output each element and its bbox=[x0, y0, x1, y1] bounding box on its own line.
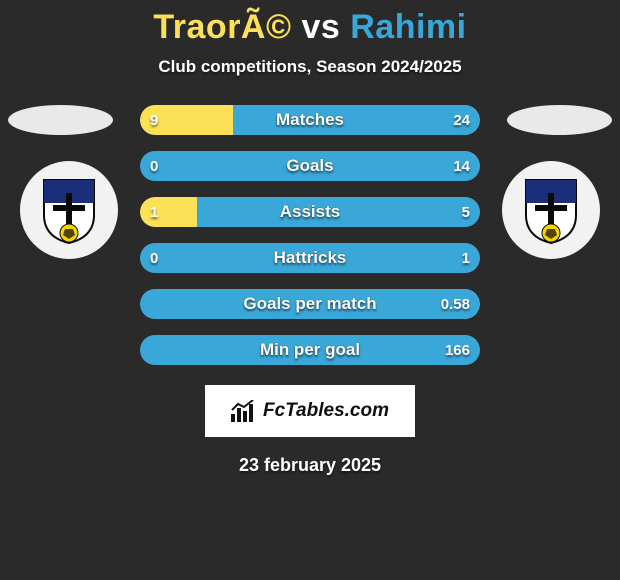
stat-fill-right bbox=[140, 243, 480, 273]
club-crest-icon bbox=[521, 175, 581, 245]
stat-fill-right bbox=[140, 289, 480, 319]
stat-row: Goals per match0.58 bbox=[140, 289, 480, 319]
stat-fill-right bbox=[197, 197, 480, 227]
right-ellipse bbox=[507, 105, 612, 135]
stat-fill-left bbox=[140, 105, 233, 135]
brand-box: FcTables.com bbox=[205, 385, 415, 437]
player2-name: Rahimi bbox=[350, 8, 466, 46]
stat-row: Min per goal166 bbox=[140, 335, 480, 365]
club-crest-icon bbox=[39, 175, 99, 245]
stat-row: Goals014 bbox=[140, 151, 480, 181]
stat-rows: Matches924 Goals014 Assists15 Hattricks01 Go… bbox=[140, 105, 480, 365]
stats-area: Matches924 Goals014 Assists15 Hattricks01 Go… bbox=[0, 105, 620, 476]
stat-fill-left bbox=[140, 197, 197, 227]
stat-row: Hattricks01 bbox=[140, 243, 480, 273]
brand-name: FcTables.com bbox=[263, 400, 389, 422]
player2-badge bbox=[502, 161, 600, 259]
left-ellipse bbox=[8, 105, 113, 135]
stat-row: Matches924 bbox=[140, 105, 480, 135]
stat-fill-right bbox=[140, 335, 480, 365]
date-text: 23 february 2025 bbox=[0, 455, 620, 476]
stat-row: Assists15 bbox=[140, 197, 480, 227]
subtitle: Club competitions, Season 2024/2025 bbox=[0, 57, 620, 77]
vs-text: vs bbox=[292, 8, 351, 46]
chart-bars-icon bbox=[231, 400, 257, 422]
page-title: TraorÃ© vs Rahimi bbox=[0, 8, 620, 47]
stat-fill-right bbox=[140, 151, 480, 181]
player1-name: TraorÃ© bbox=[153, 8, 291, 46]
comparison-card: TraorÃ© vs Rahimi Club competitions, Sea… bbox=[0, 0, 620, 580]
player1-badge bbox=[20, 161, 118, 259]
stat-fill-right bbox=[233, 105, 480, 135]
